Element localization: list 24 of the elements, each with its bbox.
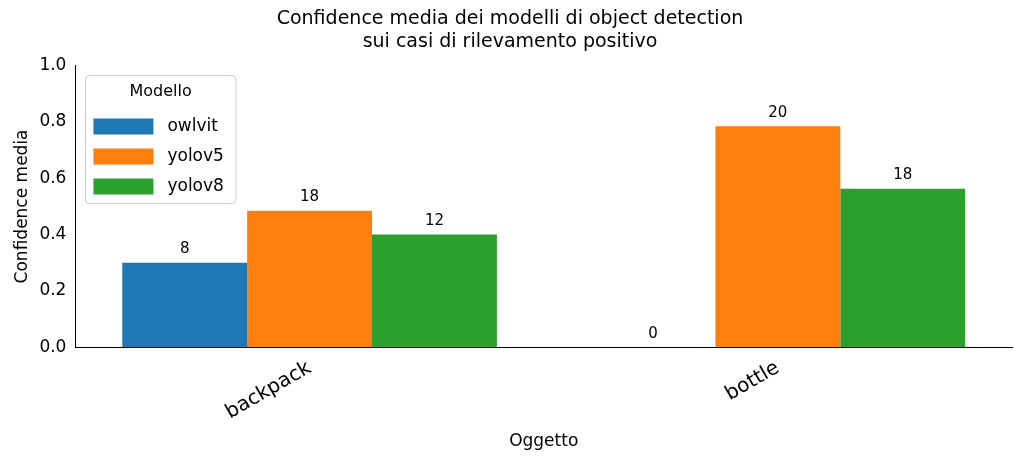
y-tick-label: 0.2 <box>39 279 67 300</box>
legend-label: yolov8 <box>167 175 224 196</box>
chart-title: Confidence media dei modelli di object detection sui casi di rilevamento positivo <box>276 6 744 52</box>
bar <box>247 210 373 348</box>
annotation: 18 <box>893 165 913 184</box>
annotation: 0 <box>648 323 658 342</box>
legend-label: owlvit <box>167 115 219 136</box>
legend-label: yolov5 <box>167 145 224 166</box>
y-tick-label: 0.4 <box>39 223 67 244</box>
y-tick-label: 1.0 <box>39 54 67 75</box>
y-tick-label: 0.8 <box>39 110 67 131</box>
annotation: 8 <box>179 239 190 258</box>
x-axis-title: Oggetto <box>509 430 579 451</box>
bar <box>122 262 248 348</box>
bar <box>840 188 966 348</box>
y-axis-title: Confidence media <box>10 129 31 284</box>
y-tick-label: 0.6 <box>39 166 67 187</box>
annotation: 20 <box>768 102 788 121</box>
legend-title: Modello <box>129 80 192 100</box>
bar <box>372 234 497 348</box>
bar <box>715 126 841 348</box>
annotation: 18 <box>300 187 320 206</box>
y-tick-label: 0.0 <box>39 335 67 356</box>
annotation: 12 <box>424 211 444 229</box>
